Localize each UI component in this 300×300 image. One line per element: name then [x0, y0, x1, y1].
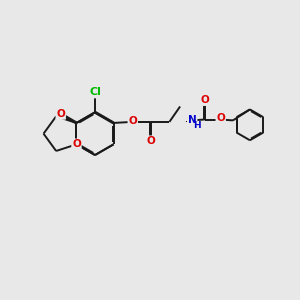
- Text: O: O: [72, 140, 81, 149]
- Text: O: O: [216, 113, 225, 123]
- Text: O: O: [200, 95, 209, 105]
- Text: O: O: [146, 136, 155, 146]
- Text: O: O: [128, 116, 137, 126]
- Text: N: N: [188, 115, 197, 124]
- Text: Cl: Cl: [89, 87, 101, 98]
- Text: H: H: [193, 121, 201, 130]
- Text: O: O: [56, 109, 65, 119]
